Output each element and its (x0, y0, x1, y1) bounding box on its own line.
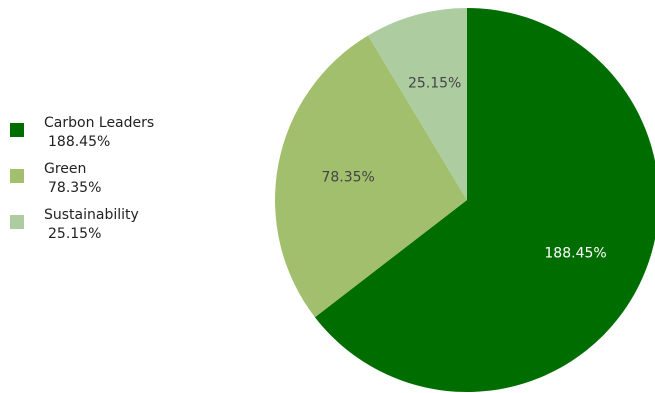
legend-value: 78.35% (48, 180, 102, 196)
legend-label: Carbon Leaders (44, 115, 155, 131)
slice-data-label: 188.45% (544, 245, 606, 261)
slice-data-label: 78.35% (321, 170, 374, 186)
slice-data-label: 25.15% (408, 75, 461, 91)
legend-label: Sustainability (44, 207, 139, 223)
legend-value: 25.15% (48, 226, 102, 242)
legend-swatch (10, 215, 24, 229)
pie-slice-carbon-leaders[interactable] (314, 8, 655, 392)
legend-swatch (10, 123, 24, 137)
legend-value: 188.45% (48, 134, 111, 150)
pie-slice-sustainability[interactable] (368, 7, 467, 200)
legend-swatch (10, 169, 24, 183)
pie-slice-green[interactable] (275, 35, 467, 318)
legend-label: Green (44, 161, 87, 177)
